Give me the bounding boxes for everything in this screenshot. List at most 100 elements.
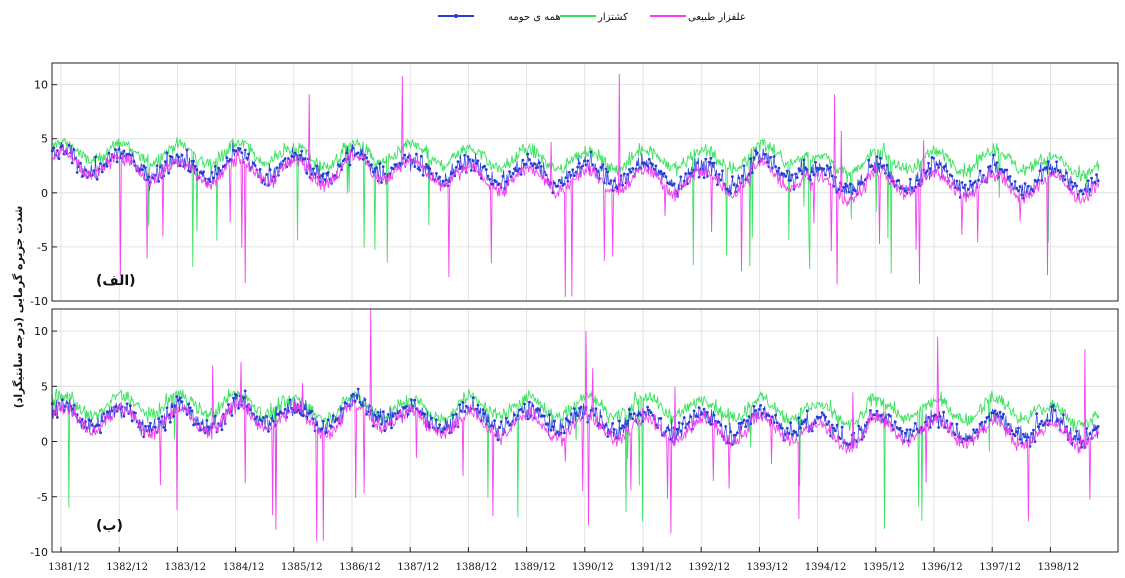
series-point (612, 179, 616, 183)
series-point (418, 168, 422, 172)
series-point (321, 172, 325, 176)
series-point (712, 161, 716, 165)
series-point (960, 181, 964, 184)
y-tick-label: -10 (30, 295, 48, 308)
series-point (747, 415, 751, 418)
series-point (110, 409, 114, 413)
series-point (830, 423, 834, 427)
series-point (556, 184, 560, 188)
series-point (893, 420, 897, 424)
series-point (1073, 181, 1077, 185)
series-point (326, 171, 330, 174)
series-point (107, 151, 111, 155)
series-point (844, 182, 847, 186)
series-point (882, 164, 886, 167)
series-point (178, 396, 182, 400)
series-point (982, 174, 985, 177)
series-point (117, 148, 121, 151)
series-point (260, 419, 264, 423)
series-point (849, 182, 852, 186)
series-point (155, 164, 159, 168)
series-point (1075, 184, 1078, 188)
series-point (757, 408, 761, 411)
series-point (518, 167, 521, 171)
series-point (797, 416, 801, 420)
series-point (561, 425, 565, 429)
series-point (435, 418, 438, 422)
series-point (538, 161, 541, 165)
series-point (1058, 170, 1062, 174)
series-point (198, 428, 202, 432)
series-point (950, 422, 954, 426)
series-point (215, 172, 219, 176)
series-point (1036, 178, 1040, 182)
series-point (692, 409, 696, 413)
y-tick-label: 5 (41, 380, 48, 393)
series-point (265, 415, 269, 418)
series-point (538, 408, 541, 412)
series-point (486, 419, 490, 423)
series-point (629, 170, 633, 174)
series-point (499, 420, 503, 423)
series-point (563, 431, 566, 435)
series-point (752, 156, 756, 160)
series-point (732, 183, 736, 187)
series-point (860, 180, 864, 184)
series-point (114, 148, 117, 152)
series-point (750, 171, 754, 175)
series-point (1061, 413, 1065, 417)
series-point (938, 162, 942, 166)
series-point (857, 424, 861, 428)
series-point (277, 412, 280, 416)
series-point (391, 167, 395, 171)
series-point (775, 169, 779, 173)
series-point (950, 174, 954, 178)
series-point (283, 408, 287, 411)
legend-label: کشتزار (597, 12, 628, 23)
y-axis: -10 -5 0 5 10 (30, 325, 57, 559)
series-point (627, 168, 631, 171)
series-point (72, 404, 76, 407)
series-point (55, 416, 59, 419)
series-point (800, 422, 804, 426)
series-point (144, 424, 147, 428)
series-point (636, 163, 639, 166)
series-point (1041, 168, 1045, 172)
series-point (543, 414, 546, 418)
series-point (463, 410, 467, 413)
legend-item: کشتزار (560, 12, 628, 23)
series-point (727, 189, 731, 193)
series-point (752, 404, 756, 408)
series-point (238, 147, 242, 151)
series-point (315, 164, 319, 168)
series-point (687, 420, 691, 424)
series-point (311, 417, 315, 421)
series-point (358, 400, 362, 404)
series-point (378, 162, 382, 166)
series-point (476, 403, 480, 407)
series-point (709, 156, 713, 160)
series-point (293, 151, 297, 155)
series-point (469, 169, 473, 172)
series-point (1065, 425, 1068, 429)
series-point (513, 413, 516, 417)
series-point (272, 419, 275, 423)
series-point (970, 183, 974, 187)
series-point (305, 171, 309, 175)
series-point (1020, 193, 1024, 197)
series-point (992, 153, 995, 157)
series-point (802, 420, 806, 424)
series-point (805, 409, 809, 413)
series-point (363, 153, 367, 157)
series-point (908, 177, 912, 181)
x-tick-label: 1392/12 (688, 562, 730, 573)
series-point (253, 164, 257, 167)
series-point (629, 412, 633, 416)
series-point (980, 421, 984, 424)
series-point (631, 167, 634, 170)
series-point (436, 426, 440, 430)
series-point (935, 163, 939, 166)
series-point (697, 175, 701, 179)
series-point (942, 410, 945, 414)
series-point (1075, 429, 1078, 433)
